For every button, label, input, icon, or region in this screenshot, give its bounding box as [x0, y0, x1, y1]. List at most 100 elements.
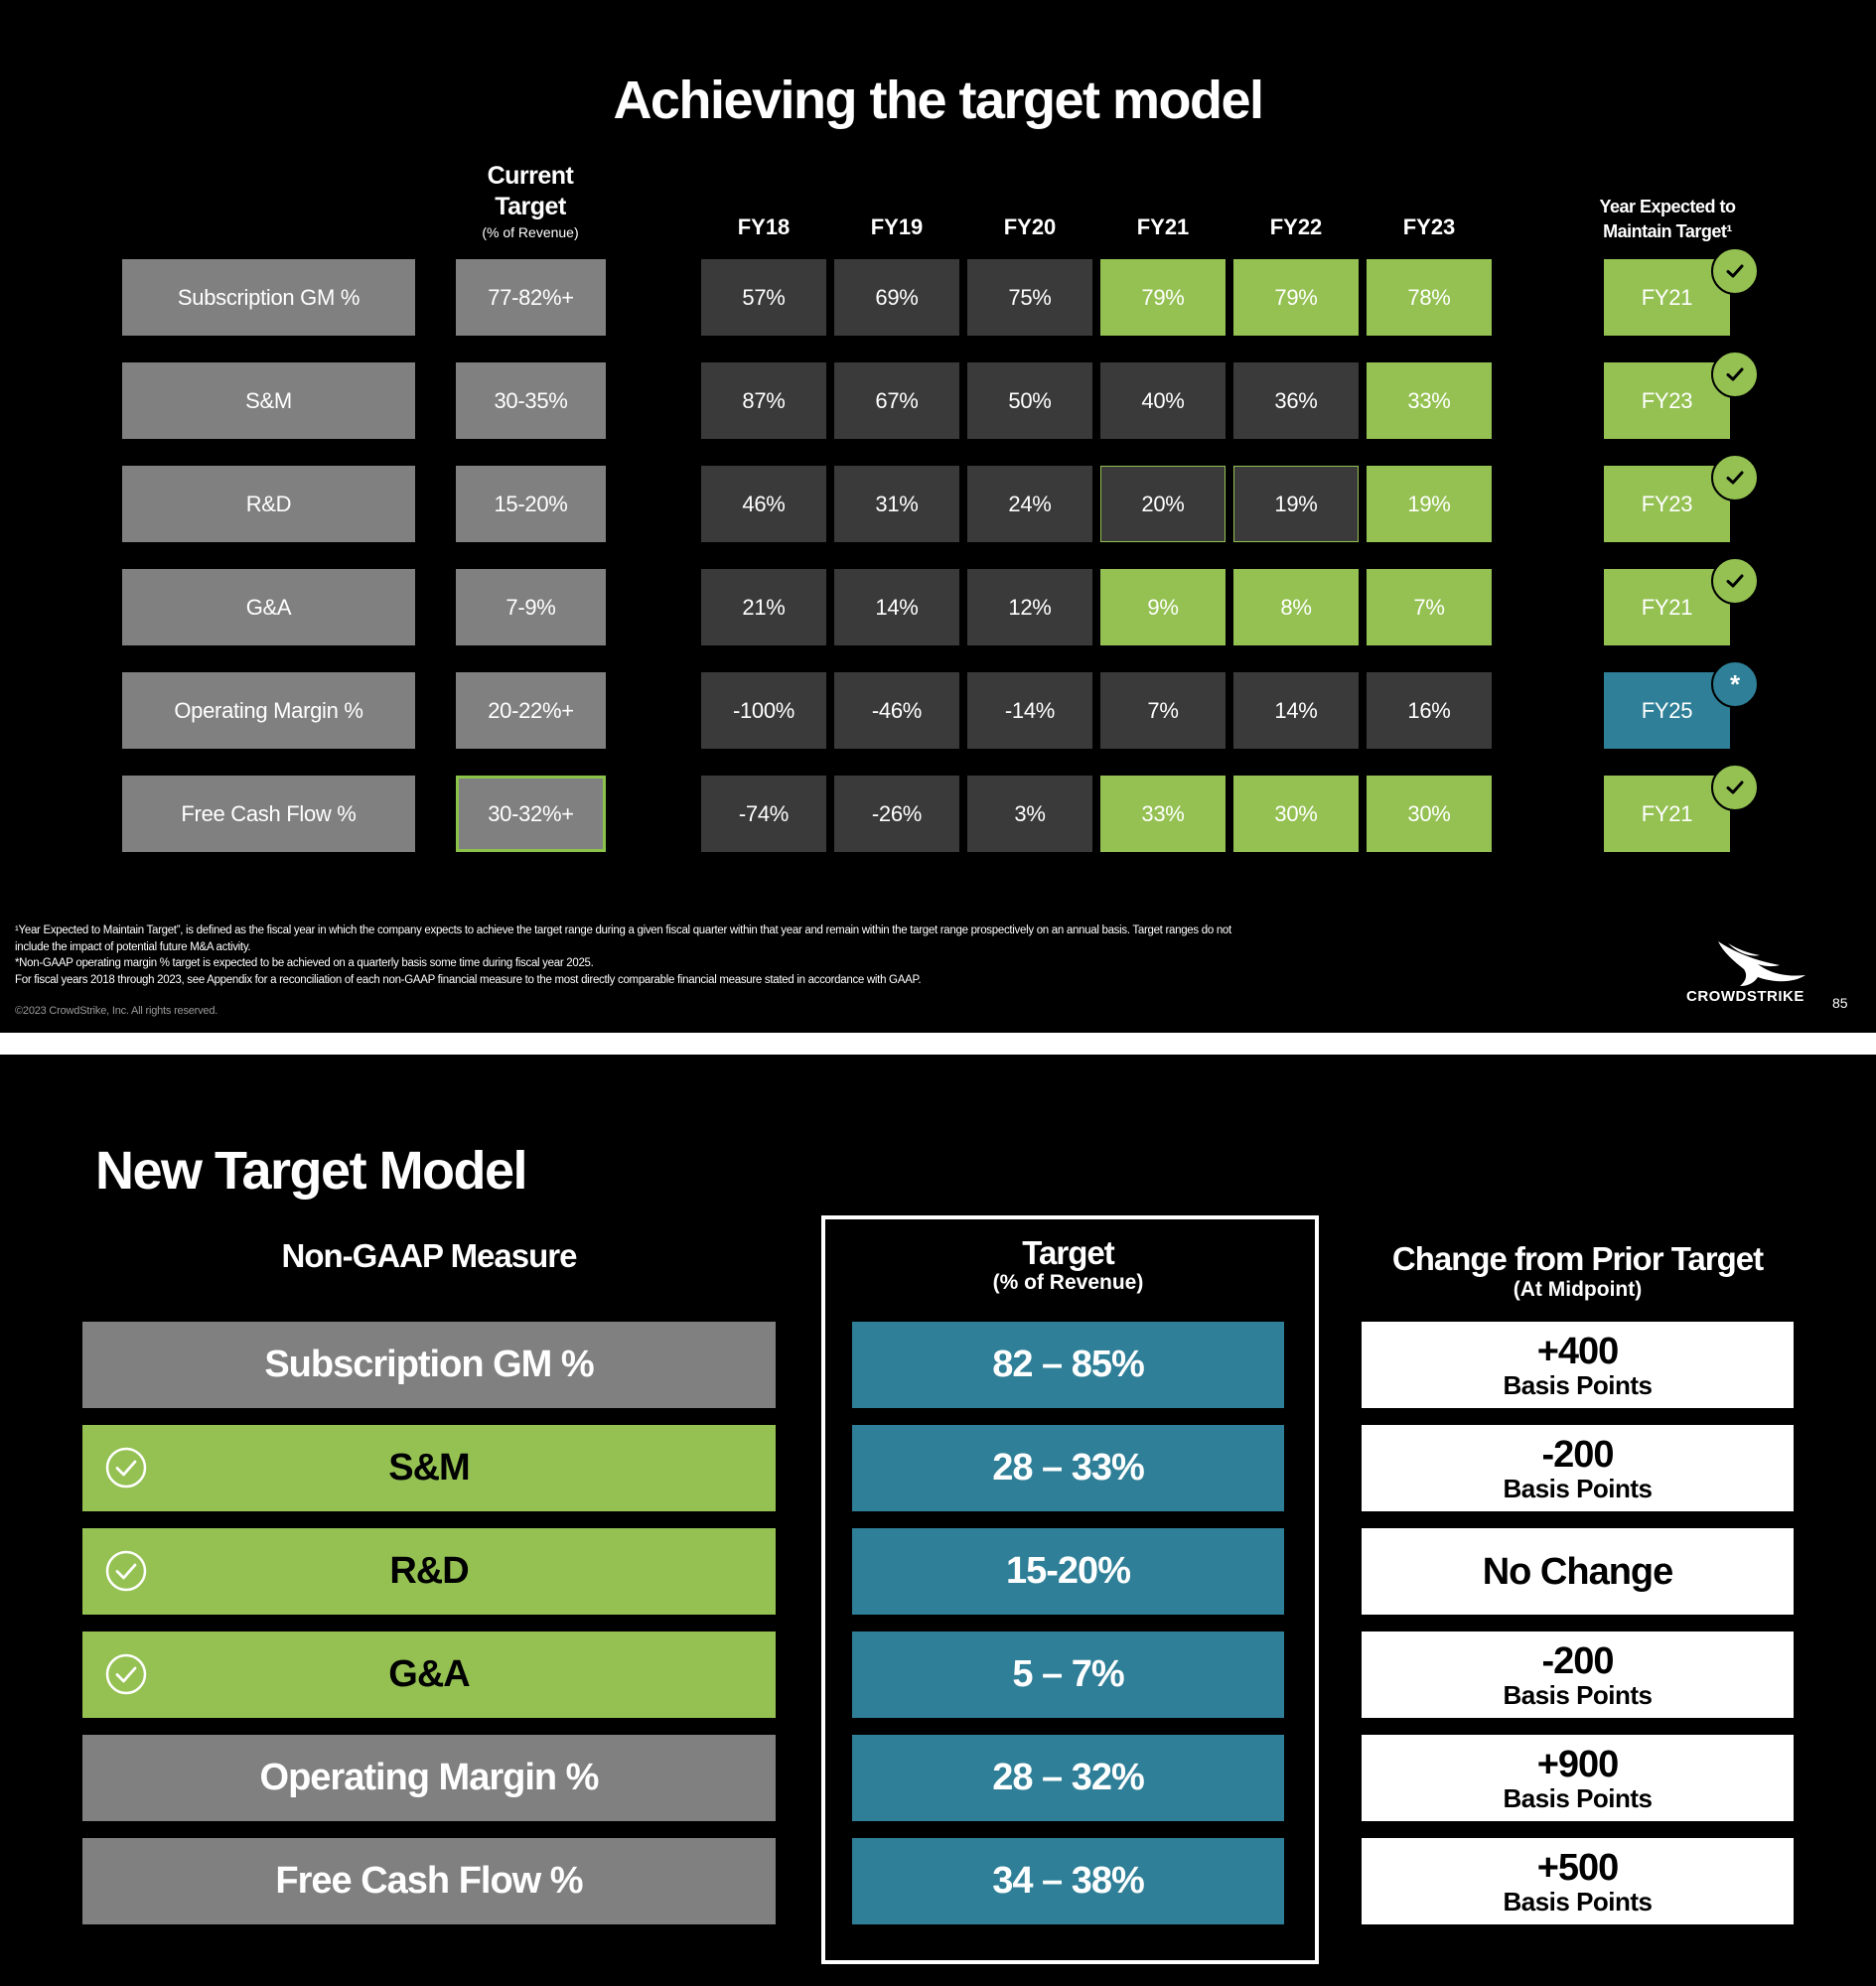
year-expected-cell: FY25 — [1604, 672, 1730, 749]
target-value: 28 – 32% — [852, 1735, 1284, 1821]
year-expected-cell: FY21 — [1604, 569, 1730, 645]
check-badge-icon — [1711, 764, 1759, 811]
target-value: 5 – 7% — [852, 1631, 1284, 1718]
measure-label: G&A — [122, 569, 415, 645]
year-value-cell: 12% — [967, 569, 1092, 645]
year-value-cell: 30% — [1233, 776, 1359, 852]
check-badge-icon — [1711, 247, 1759, 295]
crowdstrike-logo-text: CROWDSTRIKE — [1686, 988, 1804, 1005]
year-header-fy22: FY22 — [1269, 214, 1323, 239]
year-value-cell: 36% — [1233, 362, 1359, 439]
year-value-cell: 7% — [1367, 569, 1492, 645]
target-header-line1: Target — [1022, 1234, 1114, 1271]
year-value-cell: 16% — [1367, 672, 1492, 749]
change-from-prior: No Change — [1362, 1528, 1794, 1615]
year-value-cell: 21% — [701, 569, 826, 645]
year-expected-cell: FY23 — [1604, 466, 1730, 542]
footnotes: ¹Year Expected to Maintain Target”, is d… — [15, 922, 1505, 988]
year-expected-header: Year Expected to Maintain Target¹ — [1589, 195, 1746, 244]
check-badge-icon — [1711, 454, 1759, 501]
check-circle-icon — [104, 1549, 148, 1603]
year-value-cell: 57% — [701, 259, 826, 336]
target-header-line2: (% of Revenue) — [992, 1271, 1144, 1294]
target-header: Target (% of Revenue) — [852, 1235, 1284, 1295]
measure-header: Non-GAAP Measure — [281, 1237, 578, 1274]
change-value: +500 — [1536, 1846, 1620, 1889]
check-circle-icon — [104, 1652, 148, 1706]
target-value: 82 – 85% — [852, 1322, 1284, 1408]
year-value-cell: 69% — [834, 259, 959, 336]
year-value-cell: 9% — [1100, 569, 1226, 645]
year-value-cell: 67% — [834, 362, 959, 439]
change-from-prior: +500 Basis Points — [1362, 1838, 1794, 1924]
change-value: -200 — [1541, 1433, 1614, 1476]
year-header-fy19: FY19 — [870, 214, 924, 239]
asterisk-badge: * — [1711, 660, 1759, 708]
change-value: -200 — [1541, 1639, 1614, 1682]
slide-title: Achieving the target model — [613, 71, 1264, 130]
target-value: 28 – 33% — [852, 1425, 1284, 1511]
change-unit: Basis Points — [1503, 1886, 1653, 1916]
target-value: 15-20% — [852, 1528, 1284, 1615]
year-value-cell: 8% — [1233, 569, 1359, 645]
current-target-cell: 7-9% — [456, 569, 606, 645]
current-target-cell: 15-20% — [456, 466, 606, 542]
measure-label: Free Cash Flow % — [122, 776, 415, 852]
measure-label: R&D — [389, 1550, 469, 1592]
year-header-fy21: FY21 — [1136, 214, 1190, 239]
current-target-header-line2: Target — [495, 193, 566, 220]
change-unit: Basis Points — [1503, 1369, 1653, 1400]
year-header-fy18: FY18 — [737, 214, 791, 239]
year-value-cell: -14% — [967, 672, 1092, 749]
current-target-cell: 30-35% — [456, 362, 606, 439]
current-target-header-sub: (% of Revenue) — [482, 224, 579, 240]
footnote: ¹Year Expected to Maintain Target”, is d… — [15, 924, 1231, 936]
check-circle-icon — [104, 1446, 148, 1499]
change-header-line2: (At Midpoint) — [1513, 1278, 1643, 1301]
year-value-cell: 75% — [967, 259, 1092, 336]
slide-achieving-target-model: Achieving the target model Current Targe… — [0, 0, 1876, 1033]
measure-label: S&M — [122, 362, 415, 439]
change-header-line1: Change from Prior Target — [1391, 1240, 1764, 1277]
measure-label: Free Cash Flow % — [275, 1860, 583, 1902]
year-value-cell: 33% — [1367, 362, 1492, 439]
measure-label: Operating Margin % — [122, 672, 415, 749]
year-value-cell: 24% — [967, 466, 1092, 542]
measure-label: S&M — [388, 1447, 470, 1489]
year-value-cell: -74% — [701, 776, 826, 852]
measure-label: Operating Margin % — [259, 1757, 600, 1798]
year-value-cell: 78% — [1367, 259, 1492, 336]
year-value-cell: 33% — [1100, 776, 1226, 852]
current-target-cell: 77-82%+ — [456, 259, 606, 336]
year-value-cell: -100% — [701, 672, 826, 749]
footnote: For fiscal years 2018 through 2023, see … — [15, 973, 922, 986]
check-badge-icon — [1711, 351, 1759, 398]
copyright: ©2023 CrowdStrike, Inc. All rights reser… — [15, 1005, 218, 1017]
year-value-cell: 40% — [1100, 362, 1226, 439]
year-expected-cell: FY23 — [1604, 362, 1730, 439]
year-expected-header-line1: Year Expected to — [1599, 197, 1736, 216]
current-target-cell: 30-32%+ — [456, 776, 606, 852]
measure-label: Subscription GM % — [122, 259, 415, 336]
year-value-cell: -26% — [834, 776, 959, 852]
measure-label: G&A — [388, 1653, 470, 1695]
slide-new-target-model: New Target Model Non-GAAP Measure Target… — [0, 1055, 1876, 1986]
measure-label: R&D — [122, 466, 415, 542]
year-value-cell: 30% — [1367, 776, 1492, 852]
year-value-cell: 14% — [834, 569, 959, 645]
year-value-cell: 87% — [701, 362, 826, 439]
measure-row: S&M — [82, 1425, 776, 1511]
year-value-cell: 19% — [1233, 466, 1359, 542]
change-unit: Basis Points — [1503, 1782, 1653, 1813]
year-expected-cell: FY21 — [1604, 259, 1730, 336]
year-value-cell: 31% — [834, 466, 959, 542]
page-number: 85 — [1832, 995, 1848, 1011]
change-unit: Basis Points — [1503, 1473, 1653, 1503]
measure-row: Free Cash Flow % — [82, 1838, 776, 1924]
year-expected-cell: FY21 — [1604, 776, 1730, 852]
measure-label: Subscription GM % — [264, 1344, 594, 1385]
measure-row: Subscription GM % — [82, 1322, 776, 1408]
measure-row: G&A — [82, 1631, 776, 1718]
change-header: Change from Prior Target (At Midpoint) — [1362, 1241, 1794, 1303]
year-value-cell: 19% — [1367, 466, 1492, 542]
